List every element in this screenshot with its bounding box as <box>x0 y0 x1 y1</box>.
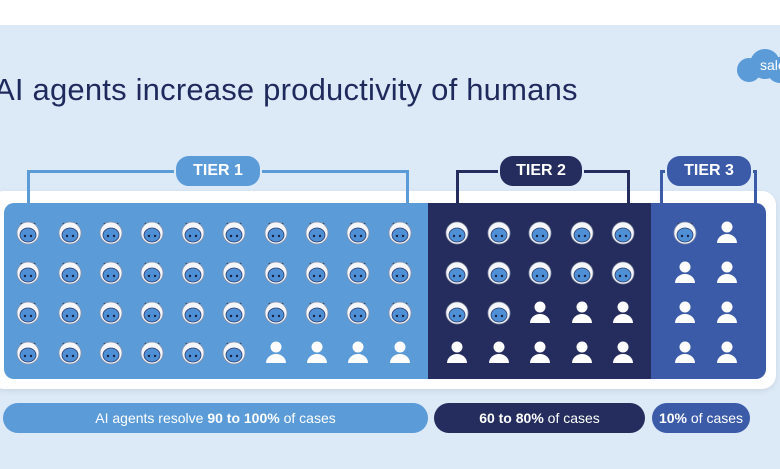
ai-agent-icon <box>672 219 698 245</box>
caption-text: of cases <box>687 410 744 426</box>
human-icon <box>672 339 698 365</box>
ai-agent-icon <box>15 339 41 365</box>
ai-agent-icon <box>139 219 165 245</box>
ai-agent-icon <box>569 259 595 285</box>
ai-agent-icon <box>221 339 247 365</box>
ai-agent-icon <box>387 259 413 285</box>
caption-text: of cases <box>279 410 336 426</box>
ai-agent-icon <box>139 259 165 285</box>
tier-1-label: TIER 1 <box>174 154 262 188</box>
ai-agent-icon <box>345 299 371 325</box>
human-icon <box>486 339 512 365</box>
ai-agent-icon <box>98 219 124 245</box>
ai-agent-icon <box>98 299 124 325</box>
tier-2-caption: 60 to 80% of cases <box>434 403 645 433</box>
human-icon <box>569 339 595 365</box>
human-icon <box>714 299 740 325</box>
ai-agent-icon <box>387 219 413 245</box>
ai-agent-icon <box>180 299 206 325</box>
ai-agent-icon <box>486 299 512 325</box>
human-icon <box>263 339 289 365</box>
ai-agent-icon <box>387 299 413 325</box>
human-icon <box>610 339 636 365</box>
human-icon <box>527 339 553 365</box>
ai-agent-icon <box>527 259 553 285</box>
ai-agent-icon <box>57 299 83 325</box>
caption-value: 60 to 80% <box>479 410 544 426</box>
ai-agent-icon <box>180 339 206 365</box>
human-icon <box>672 259 698 285</box>
ai-agent-icon <box>304 299 330 325</box>
human-icon <box>672 299 698 325</box>
ai-agent-icon <box>98 259 124 285</box>
human-icon <box>444 339 470 365</box>
caption-text: of cases <box>543 410 600 426</box>
ai-agent-icon <box>57 339 83 365</box>
ai-agent-icon <box>444 299 470 325</box>
human-icon <box>387 339 413 365</box>
tier-3-zone <box>651 203 766 379</box>
ai-agent-icon <box>263 259 289 285</box>
human-icon <box>610 299 636 325</box>
ai-agent-icon <box>345 259 371 285</box>
human-icon <box>527 299 553 325</box>
salesforce-logo-icon <box>737 49 780 83</box>
ai-agent-icon <box>15 299 41 325</box>
tier-2-label: TIER 2 <box>498 154 584 188</box>
ai-agent-icon <box>527 219 553 245</box>
human-icon <box>714 219 740 245</box>
human-icon <box>714 259 740 285</box>
ai-agent-icon <box>569 219 595 245</box>
ai-agent-icon <box>15 219 41 245</box>
human-icon <box>714 339 740 365</box>
ai-agent-icon <box>486 219 512 245</box>
caption-text: AI agents resolve <box>95 410 208 426</box>
human-icon <box>345 339 371 365</box>
ai-agent-icon <box>263 219 289 245</box>
page-title: AI agents increase productivity of human… <box>0 72 578 107</box>
ai-agent-icon <box>180 259 206 285</box>
ai-agent-icon <box>139 339 165 365</box>
ai-agent-icon <box>221 219 247 245</box>
tier-3-caption: 10% of cases <box>652 403 750 433</box>
ai-agent-icon <box>304 259 330 285</box>
ai-agent-icon <box>444 259 470 285</box>
ai-agent-icon <box>98 339 124 365</box>
ai-agent-icon <box>304 219 330 245</box>
ai-agent-icon <box>610 259 636 285</box>
ai-agent-icon <box>610 219 636 245</box>
human-icon <box>569 299 595 325</box>
tier-1-caption: AI agents resolve 90 to 100% of cases <box>3 403 428 433</box>
ai-agent-icon <box>180 219 206 245</box>
ai-agent-icon <box>345 219 371 245</box>
ai-agent-icon <box>57 259 83 285</box>
tier-3-label: TIER 3 <box>665 154 753 188</box>
ai-agent-icon <box>263 299 289 325</box>
logo-text: sale <box>760 57 780 73</box>
ai-agent-icon <box>139 299 165 325</box>
ai-agent-icon <box>57 219 83 245</box>
ai-agent-icon <box>444 219 470 245</box>
ai-agent-icon <box>486 259 512 285</box>
ai-agent-icon <box>15 259 41 285</box>
caption-value: 10% <box>658 410 687 426</box>
ai-agent-icon <box>221 299 247 325</box>
ai-agent-icon <box>221 259 247 285</box>
human-icon <box>304 339 330 365</box>
caption-value: 90 to 100% <box>207 410 280 426</box>
